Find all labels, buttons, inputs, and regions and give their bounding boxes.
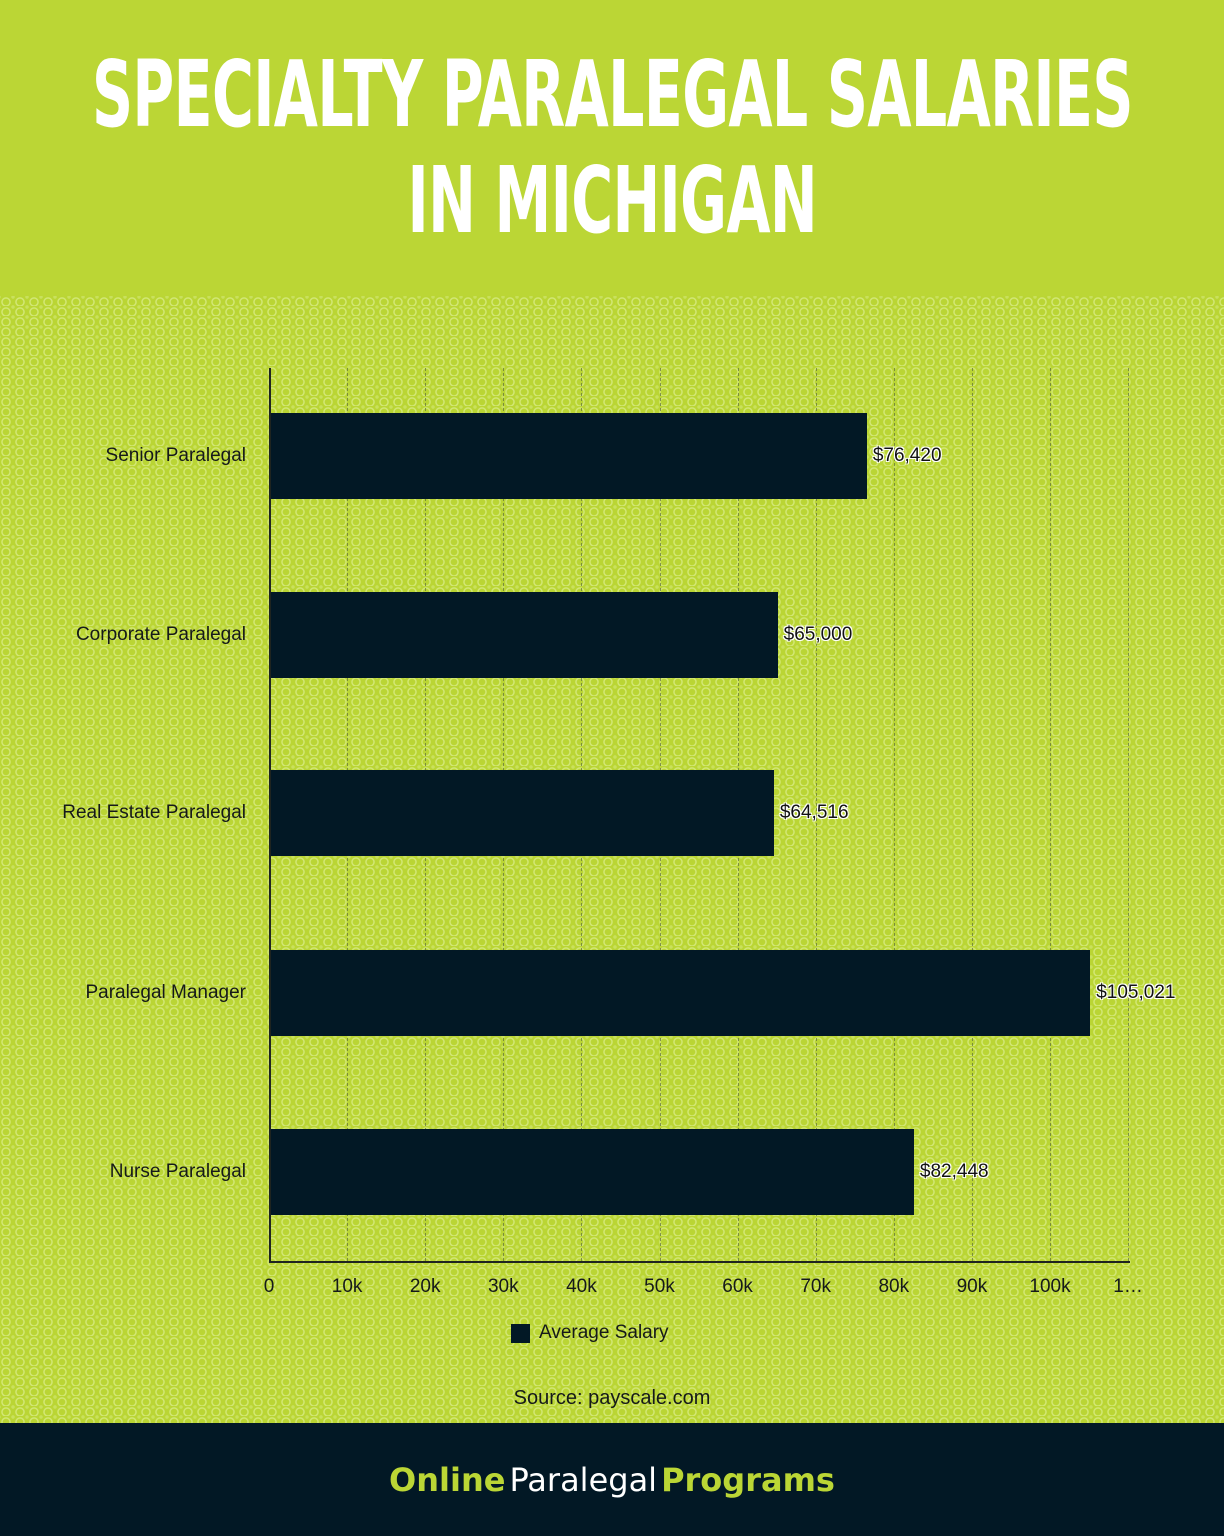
page-title-line-1: Specialty Paralegal Salaries [91,41,1133,148]
x-tick-label: 80k [878,1276,910,1297]
brand-logo-part-online: Online [389,1460,506,1499]
bar-corporate-paralegal [270,592,778,678]
y-category-label: Nurse Paralegal [109,1161,246,1182]
bar-paralegal-manager [270,950,1091,1036]
chart-legend: Average Salary [511,1322,669,1344]
chart-plot-area: $76,420 $65,000 $64,516 $105,021 $82,448 [269,368,1175,1263]
brand-logo-part-programs: Programs [661,1460,835,1499]
y-category-label: Paralegal Manager [85,982,246,1003]
gridline [971,368,973,1261]
gridline [815,368,817,1261]
bar-value-label: $64,516 [779,802,849,823]
x-tick-label: 60k [722,1276,753,1297]
footer-brand-bar: Online Paralegal Programs [0,1423,1224,1536]
x-tick-label: 40k [566,1276,597,1297]
x-tick-label: 30k [487,1276,519,1297]
gridline [1128,368,1130,1261]
bar-value-label: $76,420 [872,445,942,466]
gridline [1050,368,1051,1261]
y-category-label: Senior Paralegal [105,445,246,466]
header-banner: Specialty Paralegal Salaries in Michigan [0,0,1224,296]
bar-value-label: $82,448 [919,1161,989,1182]
bar-value-label: $105,021 [1096,982,1176,1003]
x-tick-label: 10k [331,1276,363,1297]
bar-nurse-paralegal [270,1129,914,1215]
x-axis-line [269,1261,1130,1263]
x-tick-label: 1… [1113,1276,1143,1297]
legend-label: Average Salary [539,1322,669,1343]
y-axis-line [269,368,271,1263]
source-note: Source: payscale.com [513,1387,711,1409]
bar-value-label: $65,000 [783,624,853,645]
bar-senior-paralegal [270,413,867,499]
y-category-label: Corporate Paralegal [75,624,246,645]
x-tick-label: 70k [800,1276,832,1297]
x-tick-label: 100k [1029,1276,1071,1297]
page-title-line-2: in Michigan [407,147,817,254]
bar-real-estate-paralegal [270,770,774,856]
gridline [893,368,895,1261]
x-tick-label: 20k [409,1276,441,1297]
x-tick-label: 90k [956,1276,988,1297]
x-tick-label: 0 [263,1276,275,1297]
y-category-label: Real Estate Paralegal [62,802,246,823]
legend-swatch-average-salary [511,1323,530,1343]
brand-logo-part-paralegal: Paralegal [509,1460,658,1499]
x-tick-label: 50k [644,1276,675,1297]
